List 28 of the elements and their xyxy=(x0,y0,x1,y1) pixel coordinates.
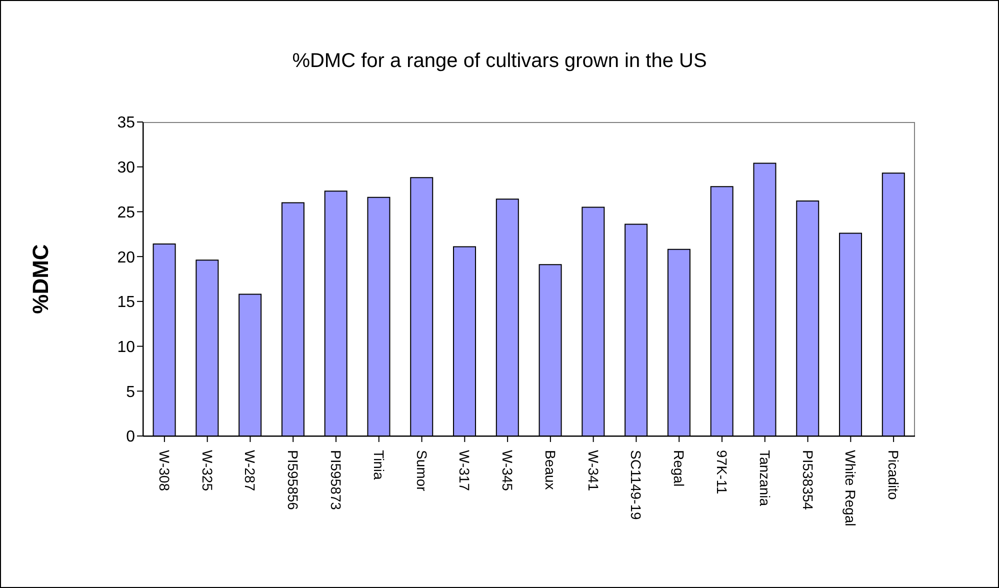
x-tick-label: W-317 xyxy=(456,450,473,492)
x-tick-label: White Regal xyxy=(842,450,859,526)
x-tick-label: PI595873 xyxy=(328,450,344,510)
y-tick-label: 10 xyxy=(117,338,136,356)
x-tick-label: W-325 xyxy=(199,450,216,492)
x-tick-label: Regal xyxy=(671,450,688,487)
x-tick-label: Tinia xyxy=(370,450,387,480)
y-tick-label: 30 xyxy=(117,160,136,177)
x-tick-label: Tanzania xyxy=(756,450,773,506)
x-tick-label: PI538354 xyxy=(800,450,816,510)
y-tick-label: 25 xyxy=(117,204,136,222)
x-tick-label: W-345 xyxy=(500,450,516,492)
x-tick-label: Picadito xyxy=(886,450,902,500)
x-tick-label: W-287 xyxy=(242,450,258,492)
y-tick-label: 0 xyxy=(126,428,136,446)
x-tick-label: PI595856 xyxy=(285,450,302,510)
y-tick-label: 35 xyxy=(117,114,136,132)
x-tick-label: W-308 xyxy=(156,450,172,492)
chart-title: %DMC for a range of cultivars grown in the US xyxy=(291,50,708,73)
y-axis-title: %DMC xyxy=(28,244,53,314)
x-tick-label: 97K-11 xyxy=(714,450,730,494)
y-tick-label: 5 xyxy=(126,384,136,401)
x-tick-label: Sumor xyxy=(414,450,430,492)
x-tick-label: SC1149-19 xyxy=(628,450,644,520)
y-tick-label: 20 xyxy=(117,249,136,266)
x-tick-label: Beaux xyxy=(542,450,558,490)
y-tick-label: 15 xyxy=(117,294,136,312)
x-tick-label: W-341 xyxy=(585,450,602,492)
